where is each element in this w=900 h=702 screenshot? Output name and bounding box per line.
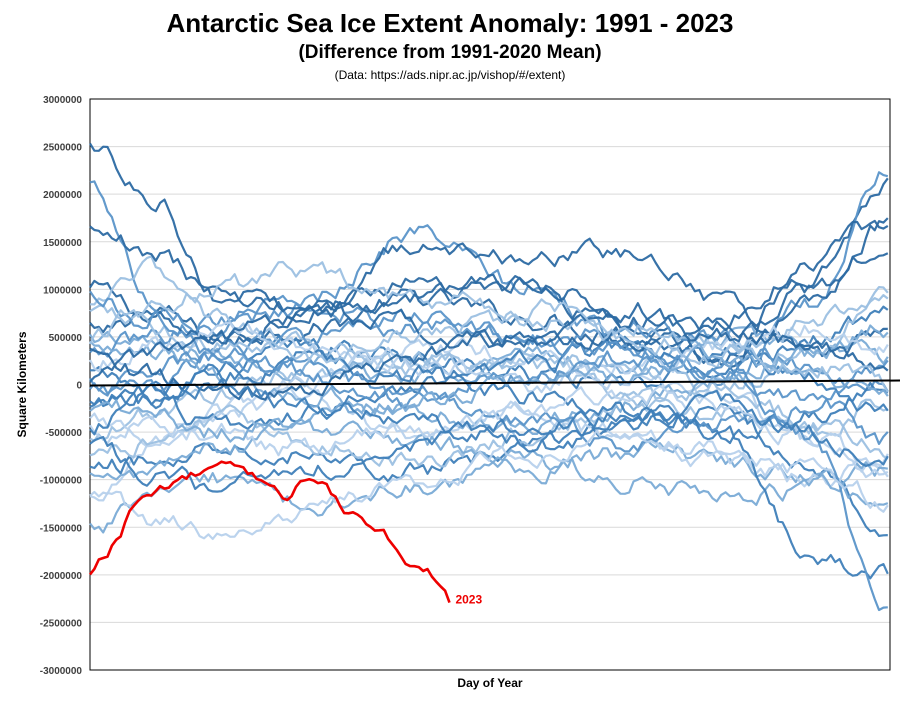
- history-series-line: [89, 403, 888, 537]
- y-tick-label: 1500000: [43, 238, 82, 249]
- highlight-series-group: 2023: [88, 460, 482, 607]
- history-series-line: [89, 342, 889, 443]
- y-tick-label: 1000000: [43, 285, 82, 296]
- history-series-line: [89, 237, 888, 360]
- history-series-line: [89, 294, 889, 369]
- history-series-line: [89, 384, 889, 479]
- history-series-line: [89, 379, 889, 468]
- series-2023-label: 2023: [455, 593, 482, 607]
- history-series-line: [89, 349, 889, 445]
- zero-baseline: [89, 379, 900, 387]
- y-tick-label: -2500000: [40, 618, 83, 629]
- y-tick-label: 2000000: [43, 190, 82, 201]
- y-tick-label: -500000: [45, 428, 82, 439]
- y-tick-label: -1500000: [40, 523, 83, 534]
- y-axis-tick-labels: 3000000 2500000 2000000 1500000 1000000 50000…: [40, 95, 83, 677]
- history-series-line: [89, 252, 889, 383]
- series-2023-line: [88, 460, 451, 604]
- y-tick-label: -3000000: [40, 666, 83, 677]
- history-series-line: [89, 404, 889, 580]
- chart-source-note: (Data: https://ads.nipr.ac.jp/vishop/#/e…: [334, 68, 566, 82]
- history-series-line: [89, 422, 889, 540]
- history-series-line: [89, 219, 889, 352]
- history-series-group: [89, 142, 889, 612]
- history-series-line: [89, 307, 889, 401]
- y-tick-label: 2500000: [43, 143, 82, 154]
- history-series-line: [89, 309, 889, 445]
- chart-subtitle: (Difference from 1991-2020 Mean): [298, 42, 602, 63]
- history-series-line: [89, 438, 889, 534]
- y-tick-label: -1000000: [40, 476, 83, 487]
- x-axis-label: Day of Year: [457, 676, 522, 690]
- history-series-line: [89, 290, 888, 612]
- y-tick-label: 500000: [49, 333, 83, 344]
- history-series-line: [89, 142, 889, 366]
- history-series-line: [89, 260, 889, 393]
- history-series-line: [89, 255, 889, 391]
- y-axis-label: Square Kilometers: [15, 331, 29, 437]
- y-tick-label: 0: [76, 381, 82, 392]
- chart-title: Antarctic Sea Ice Extent Anomaly: 1991 -…: [166, 8, 734, 38]
- y-tick-label: -2000000: [40, 571, 83, 582]
- y-tick-label: 3000000: [43, 95, 82, 106]
- history-series-line: [89, 378, 889, 467]
